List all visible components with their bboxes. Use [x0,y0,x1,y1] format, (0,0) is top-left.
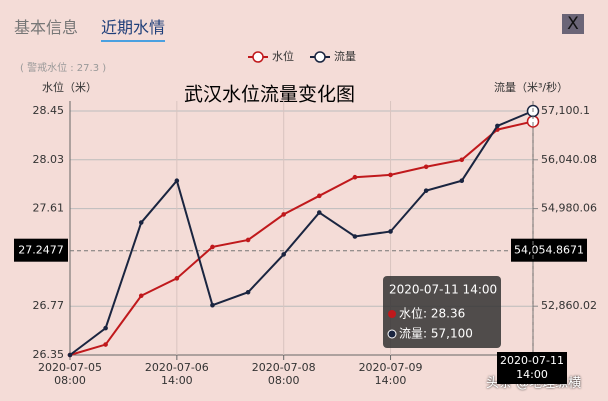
x-tick-label: 2020-07-05 08:00 [38,361,102,387]
point [138,220,144,225]
tooltip-bg [383,276,501,348]
tooltip-dot [387,329,397,339]
legend-marker [252,51,264,63]
point [317,193,322,199]
x-tick-label: 2020-07-08 08:00 [251,361,316,387]
crosshair-label-bg [14,238,68,262]
y2-tick-label: 54,980.06 [541,202,597,215]
chart-title: 武汉水位流量变化图 [184,84,355,106]
point [352,174,358,180]
close-button[interactable]: X [562,14,584,34]
y-axis-title: 水位（米） [42,80,97,94]
point [495,123,500,129]
point [210,244,215,250]
point [174,276,180,281]
point [174,178,180,184]
point [423,164,429,170]
tooltip-line: 水位: 28.36 [399,306,465,321]
y2-tick-label: 56,040.08 [541,153,597,166]
y-tick-label: 26.35 [33,348,65,361]
tab-active[interactable]: 近期水情 [101,14,166,42]
tooltip-dot [388,310,396,318]
tooltip-title: 2020-07-11 14:00 [389,283,497,297]
crosshair-label: 27.2477 [18,244,64,257]
axis-pointer-label: 2020-07-11 14:00 [497,352,567,384]
y-tick-label: 28.45 [33,104,65,117]
legend-label: 流量 [334,49,356,63]
y-tick-label: 28.03 [33,153,65,166]
tooltip-line: 流量: 57,100 [399,327,473,341]
legend-marker [314,51,326,63]
point [423,188,429,193]
point [281,252,286,257]
series-line [69,110,534,356]
y-tick-label: 27.61 [33,202,65,215]
x-tick-label: 2020-07-09 14:00 [358,361,423,387]
point [245,237,251,243]
point [103,342,108,347]
y2-tick-label: 52,860.02 [541,299,597,312]
series-line [69,120,534,356]
legend-label: 水位 [272,49,294,63]
warning-label: ( 警戒水位 : 27.3 ) [20,61,106,74]
y2-axis-title: 流量（米³/秒） [494,80,568,94]
point [210,302,215,308]
point [138,293,144,299]
x-tick-label: 2020-07-06 14:00 [144,361,209,387]
point [317,210,322,215]
tab[interactable]: 基本信息 [14,18,79,37]
point [245,289,251,295]
crosshair-label-bg [511,238,587,262]
point [388,229,393,234]
point [281,212,286,217]
y-tick-label: 26.77 [33,299,65,312]
point [67,352,73,358]
point [459,178,465,184]
point [352,234,358,239]
y2-tick-label: 57,100.1 [541,104,590,117]
point [388,172,393,178]
crosshair-label: 54,054.8671 [514,244,584,257]
point [103,325,108,331]
point [459,157,465,163]
